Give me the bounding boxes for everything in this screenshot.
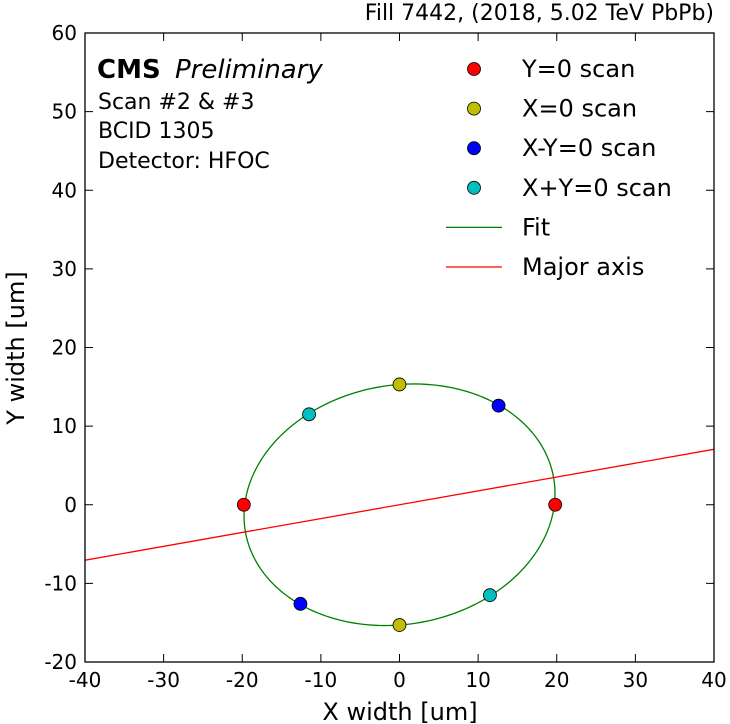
status-label: Preliminary <box>175 55 323 85</box>
point-x-y-0-scan <box>293 596 308 611</box>
plot-area <box>85 383 714 627</box>
x-tick-label: -40 <box>69 668 102 692</box>
y-tick-label: 50 <box>52 100 77 124</box>
y-tick-label: 60 <box>52 21 77 45</box>
annotation-block: CMS Preliminary Scan #2 & #3 BCID 1305 D… <box>97 55 323 174</box>
scan-label: Scan #2 & #3 <box>98 90 254 115</box>
data-points <box>236 377 563 632</box>
chart-title: Fill 7442, (2018, 5.02 TeV PbPb) <box>365 1 714 26</box>
x-tick-label: -20 <box>226 668 259 692</box>
x-tick-label: 0 <box>393 668 406 692</box>
plot-frame <box>84 32 715 663</box>
y-tick-label: 20 <box>52 336 77 360</box>
point-x-y-0-scan <box>491 398 506 413</box>
x-tick-label: -10 <box>305 668 338 692</box>
legend-label-y-0-scan: Y=0 scan <box>521 55 635 83</box>
legend-label-x-0-scan: X=0 scan <box>522 95 637 123</box>
point-xplusy-0-scan <box>302 407 316 422</box>
legend-marker-x-0-scan <box>467 101 481 116</box>
legend-marker-xplusy-0-scan <box>467 180 481 195</box>
major-axis-line <box>85 448 714 561</box>
x-tick-label: 40 <box>701 668 726 692</box>
point-y-0-scan <box>236 497 251 512</box>
y-tick-label: 40 <box>52 178 77 202</box>
legend-label-fit: Fit <box>522 213 550 241</box>
point-xplusy-0-scan <box>483 588 497 603</box>
bcid-label: BCID 1305 <box>98 119 214 144</box>
point-x-0-scan <box>392 618 407 632</box>
experiment-label: CMS <box>97 55 161 85</box>
y-tick-label: 10 <box>52 414 77 438</box>
x-tick-label: -30 <box>147 668 180 692</box>
y-axis-label: Y width [um] <box>2 271 30 425</box>
legend-label-major-axis: Major axis <box>522 253 644 281</box>
legend-marker-y-0-scan <box>467 62 481 76</box>
x-tick-label: 30 <box>623 668 648 692</box>
x-tick-label: 10 <box>465 668 490 692</box>
legend-marker-x-y-0-scan <box>467 141 481 156</box>
legend-label-xplusy-0-scan: X+Y=0 scan <box>522 174 672 202</box>
legend: Y=0 scan X=0 scan X-Y=0 scan X+Y=0 scan Fit M… <box>446 55 672 281</box>
point-y-0-scan <box>548 497 563 512</box>
y-tick-label: 0 <box>64 493 77 517</box>
y-tick-label: -10 <box>44 571 77 595</box>
detector-label: Detector: HFOC <box>98 149 270 174</box>
svg-text:CMS Preliminary: CMS Preliminary <box>97 55 323 85</box>
x-tick-label: 20 <box>544 668 569 692</box>
x-axis-label: X width [um] <box>322 698 477 724</box>
legend-label-x-y-0-scan: X-Y=0 scan <box>522 134 656 162</box>
point-x-0-scan <box>392 377 407 392</box>
y-tick-label: -20 <box>44 650 77 674</box>
axes: -40 -30 -20 -10 0 10 20 30 40 -20 -10 0 10 20 30 40 50 60 <box>44 21 726 692</box>
y-tick-label: 30 <box>52 257 77 281</box>
